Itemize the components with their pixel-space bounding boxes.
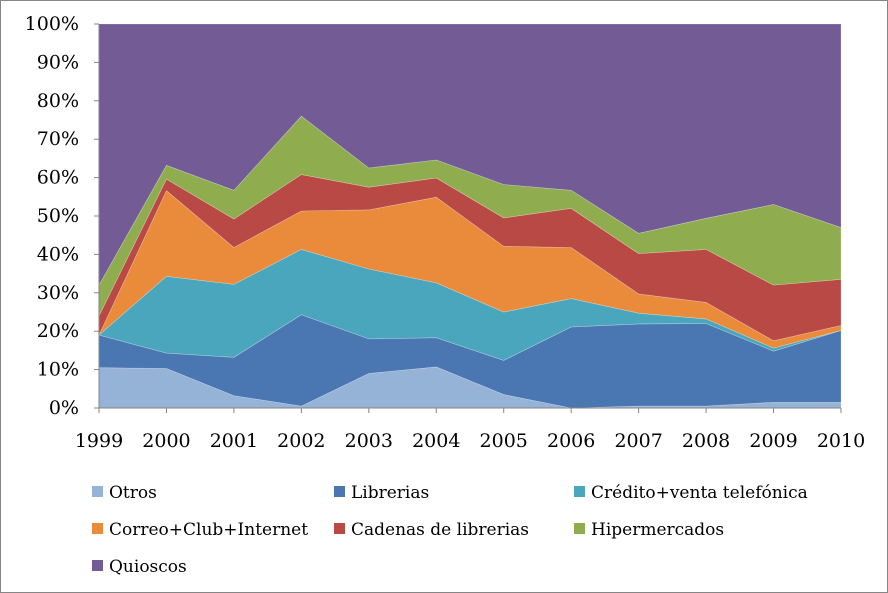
legend-label: Quioscos	[109, 557, 187, 577]
y-tick-label: 30%	[37, 282, 79, 304]
y-tick-label: 60%	[37, 167, 79, 189]
y-tick-label: 50%	[37, 205, 79, 227]
legend-swatch	[574, 523, 585, 534]
legend-swatch	[92, 486, 103, 497]
legend-label: Cadenas de librerias	[351, 520, 529, 540]
x-tick-label: 2006	[547, 430, 595, 452]
y-tick-label: 0%	[49, 397, 79, 419]
x-tick-label: 2008	[682, 430, 730, 452]
y-tick-label: 80%	[37, 90, 79, 112]
x-tick-label: 2002	[277, 430, 325, 452]
x-tick-label: 2003	[345, 430, 393, 452]
y-tick-label: 100%	[25, 13, 79, 35]
legend-label: Correo+Club+Internet	[109, 520, 308, 540]
area-quioscos	[98, 23, 842, 287]
y-tick-label: 70%	[37, 128, 79, 150]
legend-swatch	[92, 523, 103, 534]
legend-swatch	[334, 523, 345, 534]
y-axis-tick-labels: 0% 10% 20% 30% 40% 50% 60% 70% 80% 90% 100%	[25, 13, 99, 419]
legend-label: Librerias	[351, 483, 429, 503]
y-tick-label: 10%	[37, 359, 79, 381]
x-tick-label: 2000	[142, 430, 190, 452]
x-tick-label: 1999	[75, 430, 123, 452]
legend-swatch	[92, 560, 103, 571]
x-tick-label: 2007	[614, 430, 662, 452]
legend-swatch	[574, 486, 585, 497]
x-tick-label: 2001	[210, 430, 258, 452]
legend-label: Otros	[109, 483, 157, 503]
legend-label: Hipermercados	[591, 520, 724, 540]
x-tick-label: 2009	[749, 430, 797, 452]
y-tick-label: 40%	[37, 243, 79, 265]
x-tick-label: 2010	[817, 430, 865, 452]
x-axis-tick-labels: 1999 2000 2001 2002 2003 2004 2005 2006 2007 2008…	[75, 408, 865, 452]
legend-swatch	[334, 486, 345, 497]
legend-label: Crédito+venta telefónica	[591, 483, 808, 503]
x-tick-label: 2005	[480, 430, 528, 452]
area-series-group	[98, 23, 842, 409]
y-tick-label: 20%	[37, 320, 79, 342]
y-tick-label: 90%	[37, 51, 79, 73]
legend: Otros Librerias Crédito+venta telefónica Co…	[92, 483, 808, 577]
x-tick-label: 2004	[412, 430, 460, 452]
